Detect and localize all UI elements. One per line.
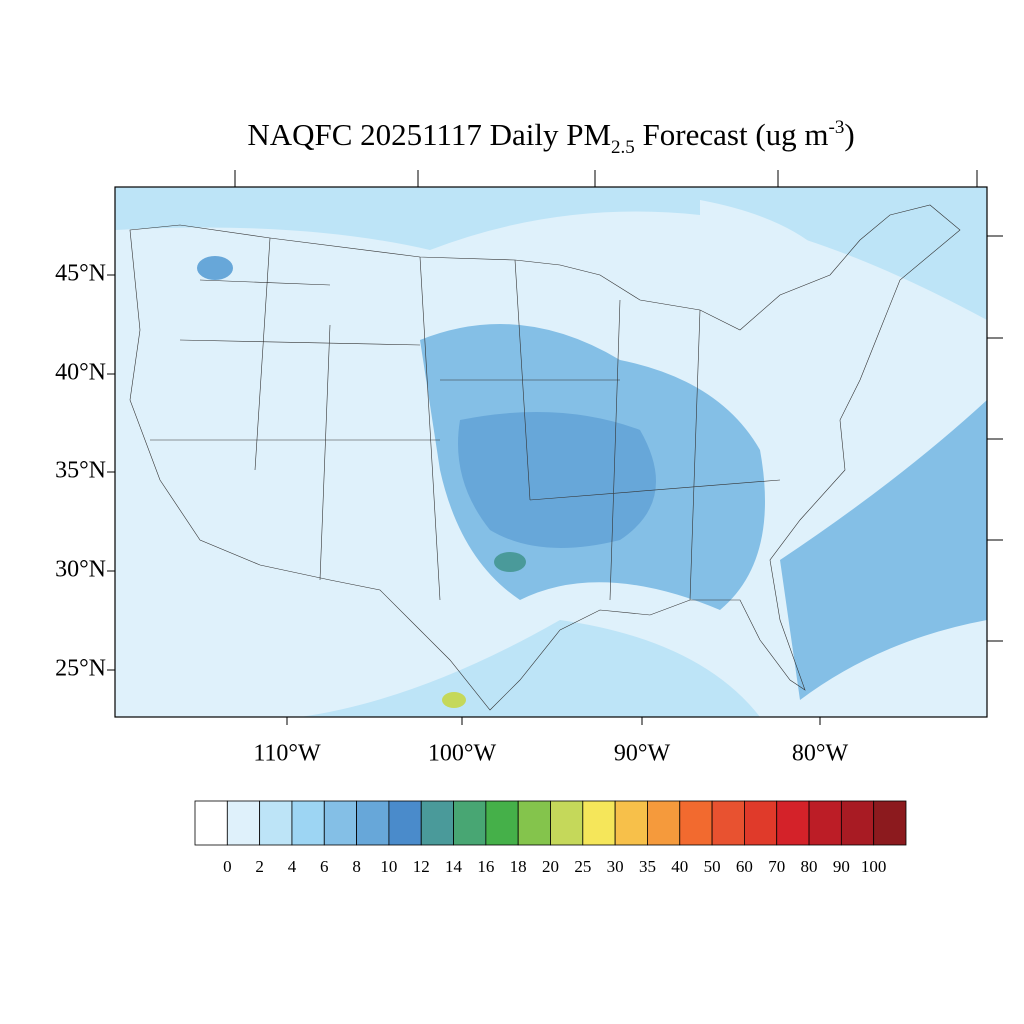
map: [115, 187, 987, 717]
title-end: ): [844, 117, 854, 152]
colorbar-box: [226, 800, 261, 846]
ticks: [107, 170, 1003, 725]
colorbar-label: 2: [255, 857, 264, 876]
colorbar-label: 4: [288, 857, 297, 876]
colorbar-box: [808, 800, 842, 846]
colorbar-box: [323, 800, 357, 846]
lat-label: 40°N: [55, 360, 106, 386]
colorbar-box: [388, 800, 422, 846]
colorbar-box: [194, 800, 228, 846]
colorbar-box: [840, 800, 875, 846]
lat-label: 45°N: [55, 261, 106, 287]
colorbar-box: [453, 800, 487, 846]
colorbar-box: [485, 800, 519, 846]
colorbar-box: [614, 800, 648, 846]
lon-label: 110°W: [253, 741, 321, 767]
lat-label: 25°N: [55, 656, 106, 682]
title-sub: 2.5: [611, 137, 635, 158]
colorbar-box: [517, 800, 551, 846]
colorbar-label: 60: [736, 857, 753, 876]
colorbar-box: [420, 800, 454, 846]
colorbar-box: [291, 800, 325, 846]
colorbar-label: 35: [639, 857, 656, 876]
colorbar-label: 10: [380, 857, 397, 876]
lat-label: 35°N: [55, 458, 106, 484]
colorbar-box: [776, 800, 810, 846]
colorbar-label: 0: [223, 857, 232, 876]
colorbar-label: 90: [833, 857, 850, 876]
title-mid: Forecast (ug m: [635, 117, 829, 152]
colorbar-label: 20: [542, 857, 559, 876]
lon-label: 90°W: [614, 741, 671, 767]
colorbar-label: 30: [607, 857, 624, 876]
colorbar-label: 50: [704, 857, 721, 876]
lon-label: 100°W: [428, 741, 497, 767]
colorbar-box: [356, 800, 390, 846]
colorbar-label: 70: [768, 857, 785, 876]
colorbar-label: 14: [445, 857, 463, 876]
colorbar-label: 18: [510, 857, 527, 876]
colorbar-box: [259, 800, 293, 846]
colorbar-label: 12: [413, 857, 430, 876]
colorbar-box: [550, 800, 584, 846]
colorbar-box: [647, 800, 681, 846]
map-frame: [114, 186, 988, 718]
colorbar-label: 100: [861, 857, 887, 876]
colorbar-label: 40: [671, 857, 688, 876]
colorbar-label: 8: [352, 857, 361, 876]
title-sup: -3: [829, 117, 845, 138]
colorbar-box: [582, 800, 616, 846]
title: NAQFC 20251117 Daily PM2.5 Forecast (ug …: [247, 117, 854, 158]
title-main: NAQFC 20251117 Daily PM: [247, 117, 611, 152]
colorbar-label: 80: [801, 857, 818, 876]
colorbar-label: 25: [574, 857, 591, 876]
colorbar-box: [711, 800, 745, 846]
colorbar-label: 16: [477, 857, 494, 876]
colorbar-box: [679, 800, 713, 846]
colorbar-box: [744, 800, 778, 846]
lon-label: 80°W: [792, 741, 849, 767]
colorbar-box: [873, 800, 907, 846]
colorbar-label: 6: [320, 857, 329, 876]
lat-label: 30°N: [55, 557, 106, 583]
